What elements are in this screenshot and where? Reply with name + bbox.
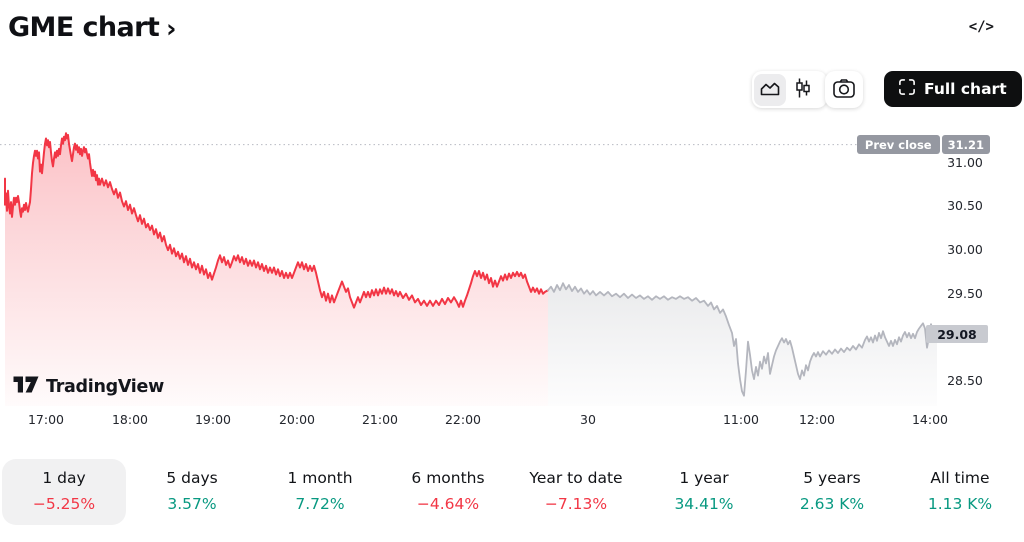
range-tab-year-to-date[interactable]: Year to date −7.13% bbox=[514, 459, 638, 525]
area-chart-icon bbox=[760, 80, 780, 100]
range-tab-label: 5 years bbox=[803, 469, 861, 487]
price-chart-plot[interactable] bbox=[0, 128, 940, 406]
range-tab-5-years[interactable]: 5 years 2.63 K% bbox=[770, 459, 894, 525]
chart-type-segmented-control bbox=[752, 71, 827, 108]
snapshot-camera-button[interactable] bbox=[825, 71, 863, 108]
symbol-chart-link[interactable]: GME chart › bbox=[8, 12, 176, 43]
range-tab-label: 1 day bbox=[42, 469, 86, 487]
x-axis-label: 19:00 bbox=[194, 412, 232, 427]
range-tab-label: 1 year bbox=[679, 469, 729, 487]
current-session-area bbox=[548, 283, 937, 406]
prev-close-label: Prev close bbox=[856, 135, 940, 154]
previous-session-area bbox=[5, 133, 548, 406]
prev-close-value: 31.21 bbox=[941, 135, 990, 154]
full-chart-button[interactable]: Full chart bbox=[884, 71, 1022, 107]
range-tab-label: 6 months bbox=[411, 469, 485, 487]
page-title: GME chart bbox=[8, 12, 160, 43]
range-tab-5-days[interactable]: 5 days 3.57% bbox=[130, 459, 254, 525]
tradingview-attribution[interactable]: TradingView bbox=[13, 376, 164, 397]
camera-icon bbox=[833, 78, 855, 101]
prev-close-marker: Prev close 31.21 bbox=[856, 135, 990, 154]
x-axis-label: 14:00 bbox=[911, 412, 949, 427]
x-axis-label: 17:00 bbox=[27, 412, 65, 427]
x-axis-label: 21:00 bbox=[361, 412, 399, 427]
candlestick-icon bbox=[795, 78, 811, 101]
chevron-right-icon: › bbox=[166, 13, 177, 43]
tradingview-logo-icon bbox=[13, 376, 39, 397]
range-tab-change-value: −7.13% bbox=[544, 495, 608, 513]
range-tab-change-value: −4.64% bbox=[416, 495, 480, 513]
range-tab-label: 1 month bbox=[287, 469, 353, 487]
last-price-badge: 29.08 bbox=[926, 325, 988, 343]
previous-session-line bbox=[4, 132, 549, 309]
tradingview-logo-text: TradingView bbox=[46, 376, 164, 397]
x-axis-label: 18:00 bbox=[111, 412, 149, 427]
current-session-line bbox=[547, 282, 938, 397]
fullscreen-icon bbox=[899, 79, 915, 99]
x-axis-label: 11:00 bbox=[722, 412, 760, 427]
y-axis-label: 28.50 bbox=[947, 372, 983, 388]
y-axis-label: 30.50 bbox=[947, 198, 983, 214]
range-tab-1-day[interactable]: 1 day −5.25% bbox=[2, 459, 126, 525]
range-tab-change-value: 3.57% bbox=[167, 495, 217, 513]
y-axis-label: 31.00 bbox=[947, 154, 983, 170]
range-tab-label: 5 days bbox=[166, 469, 218, 487]
full-chart-label: Full chart bbox=[924, 80, 1007, 98]
range-tab-1-year[interactable]: 1 year 34.41% bbox=[642, 459, 766, 525]
range-tab-change-value: −5.25% bbox=[32, 495, 96, 513]
y-axis-label: 29.50 bbox=[947, 285, 983, 301]
range-tab-all-time[interactable]: All time 1.13 K% bbox=[898, 459, 1022, 525]
range-tab-label: All time bbox=[930, 469, 990, 487]
range-tab-label: Year to date bbox=[529, 469, 623, 487]
range-tabs: 1 day −5.25% 5 days 3.57% 1 month 7.72% 6 mont… bbox=[0, 459, 1024, 525]
range-tab-change-value: 1.13 K% bbox=[927, 495, 993, 513]
range-tab-6-months[interactable]: 6 months −4.64% bbox=[386, 459, 510, 525]
x-axis-label: 12:00 bbox=[798, 412, 836, 427]
candlestick-chart-type-button[interactable] bbox=[787, 74, 819, 106]
range-tab-1-month[interactable]: 1 month 7.72% bbox=[258, 459, 382, 525]
range-tab-change-value: 7.72% bbox=[295, 495, 345, 513]
x-axis-label: 20:00 bbox=[278, 412, 316, 427]
embed-code-icon[interactable]: </> bbox=[963, 18, 1000, 36]
range-tab-change-value: 2.63 K% bbox=[799, 495, 865, 513]
y-axis-label: 30.00 bbox=[947, 242, 983, 258]
area-chart-type-button[interactable] bbox=[754, 73, 786, 106]
x-axis-label: 30 bbox=[580, 412, 596, 427]
x-axis-label: 22:00 bbox=[444, 412, 482, 427]
range-tab-change-value: 34.41% bbox=[674, 495, 734, 513]
